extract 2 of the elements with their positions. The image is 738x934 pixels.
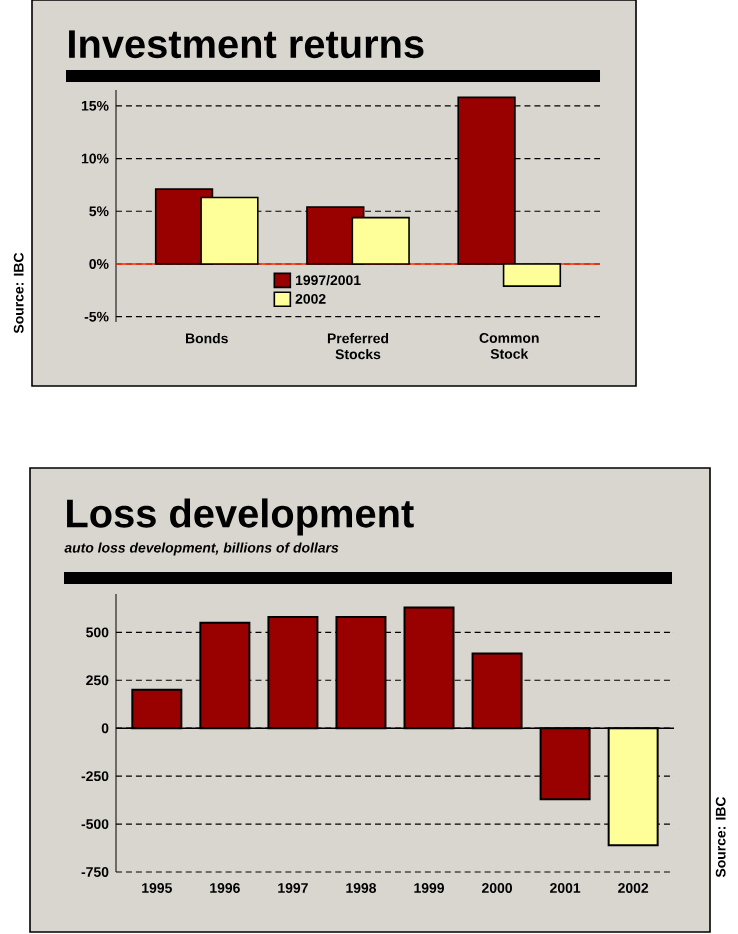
chart-title: Investment returns xyxy=(69,30,424,59)
chart-title: Loss development xyxy=(67,498,414,536)
